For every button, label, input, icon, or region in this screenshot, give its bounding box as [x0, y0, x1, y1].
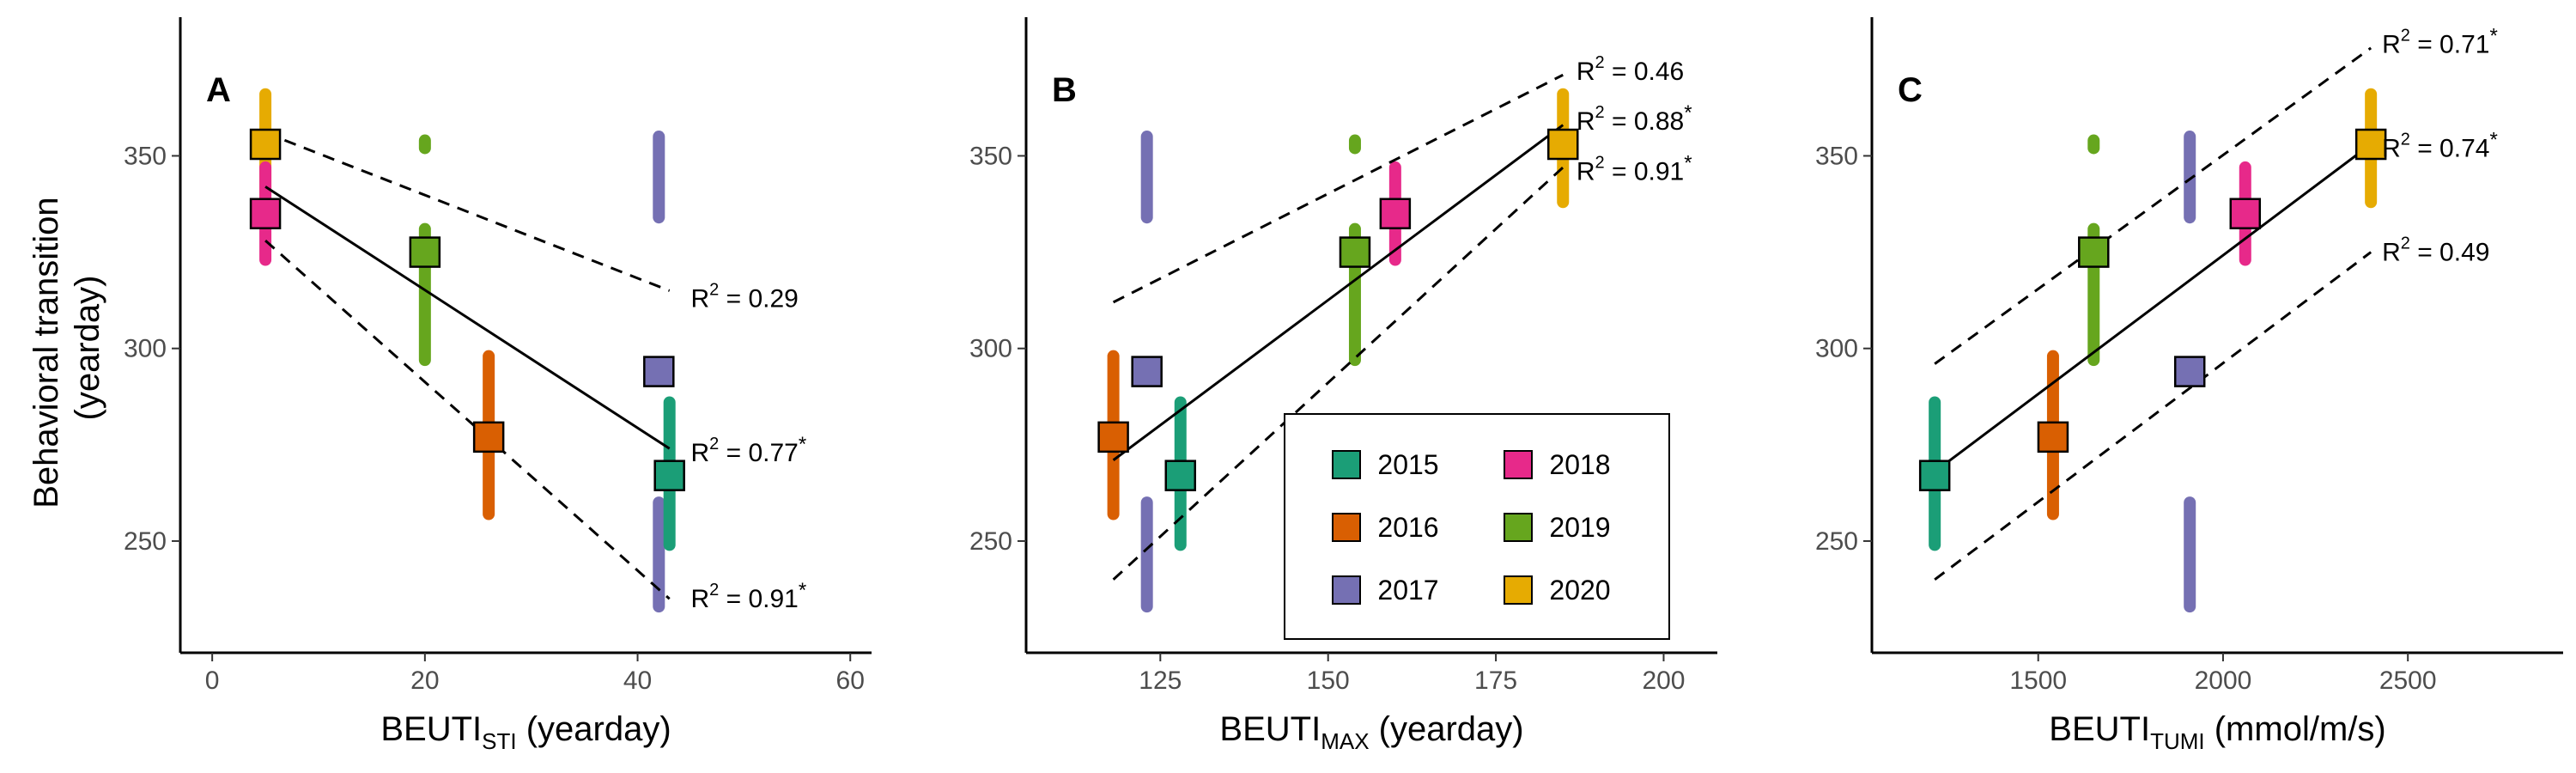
x-tick-label: 0 [205, 666, 220, 695]
panel-letter: B [1052, 71, 1077, 109]
mean-point-2015 [653, 460, 685, 491]
fit-line [264, 186, 671, 450]
x-tick-label: 1500 [2009, 666, 2067, 695]
x-tick-label: 200 [1642, 666, 1685, 695]
legend-label-2016: 2016 [1377, 512, 1438, 543]
y-tick-label: 300 [969, 335, 1012, 363]
y-tick-label: 350 [124, 142, 167, 170]
confidence-line [1934, 46, 2372, 365]
x-axis-title-unit: (mmol/m/s) [2205, 710, 2386, 748]
x-axis-title-main: BEUTI [2049, 710, 2150, 748]
mean-point-2020 [2354, 128, 2387, 161]
y-axis-title-line-1: Behavioral transition [27, 197, 65, 508]
x-tick-label: 60 [836, 666, 865, 695]
legend-label-2017: 2017 [1377, 575, 1438, 606]
r-squared-label: R2 = 0.88* [1577, 101, 1692, 136]
x-tick-label: 150 [1307, 666, 1350, 695]
panel-letter: A [206, 71, 231, 109]
mean-point-2015 [1164, 460, 1197, 491]
legend-key-2018 [1504, 450, 1533, 479]
legend-key-2017 [1332, 575, 1361, 605]
r-squared-label: R2 = 0.74* [2382, 128, 2498, 162]
confidence-line [1112, 73, 1564, 304]
mean-point-2016 [1097, 421, 1129, 453]
x-tick-label: 2500 [2379, 666, 2437, 695]
mean-point-2015 [1918, 460, 1951, 491]
legend-label-2015: 2015 [1377, 449, 1438, 480]
y-axis-title-line-2: (yearday) [69, 276, 106, 421]
mean-point-2018 [1379, 198, 1412, 229]
x-axis-title: BEUTITUMI (mmol/m/s) [2049, 710, 2385, 754]
legend-key-2015 [1332, 450, 1361, 479]
y-tick-label: 350 [1815, 142, 1858, 170]
mean-point-2018 [2229, 198, 2262, 229]
x-tick-label: 125 [1139, 666, 1182, 695]
r-squared-label: R2 = 0.71* [2382, 24, 2498, 58]
legend-label-2020: 2020 [1549, 575, 1610, 606]
legend-label-2019: 2019 [1549, 512, 1610, 543]
legend-key-2020 [1504, 575, 1533, 605]
confidence-line [264, 239, 671, 600]
mean-point-2017 [2173, 356, 2206, 387]
r-squared-label: R2 = 0.91* [690, 579, 806, 613]
x-tick-label: 2000 [2195, 666, 2252, 695]
x-axis-title: BEUTISTI (yearday) [380, 710, 671, 754]
legend-label-2018: 2018 [1549, 449, 1610, 480]
y-tick-label: 300 [124, 335, 167, 363]
panel-c: 250 300 350 1500 2000 2500 BEUTITUMI (mmol/m/s… [1815, 17, 2563, 754]
y-tick-label: 350 [969, 142, 1012, 170]
panel-a: 250 300 350 0 20 40 60 BEUTISTI (yearday) A R2 = … [124, 17, 872, 754]
legend-key-2016 [1332, 513, 1361, 542]
y-tick-label: 250 [1815, 527, 1858, 556]
y-tick-label: 250 [969, 527, 1012, 556]
y-tick-label: 250 [124, 527, 167, 556]
x-tick-label: 175 [1474, 666, 1517, 695]
r-squared-label: R2 = 0.91* [1577, 151, 1692, 186]
r-squared-label: R2 = 0.77* [690, 433, 806, 467]
mean-point-2019 [409, 236, 441, 268]
y-axis-title: Behavioral transition (yearday) [27, 187, 106, 508]
confidence-line [264, 131, 671, 292]
x-tick-label: 40 [623, 666, 652, 695]
mean-point-2020 [1546, 128, 1579, 161]
r-squared-label: R2 = 0.46 [1577, 53, 1684, 86]
mean-point-2016 [472, 421, 505, 453]
x-axis-title-main: BEUTI [1219, 710, 1321, 748]
fit-line [1112, 124, 1564, 461]
x-axis-title-subscript: TUMI [2150, 728, 2205, 754]
y-tick-label: 300 [1815, 335, 1858, 363]
r-squared-label: R2 = 0.49 [2382, 234, 2489, 267]
mean-point-2019 [2078, 236, 2110, 268]
x-axis-title: BEUTIMAX (yearday) [1219, 710, 1523, 754]
x-axis-title-unit: (yearday) [517, 710, 671, 748]
x-tick-label: 20 [410, 666, 439, 695]
mean-point-2017 [643, 356, 675, 387]
mean-point-2016 [2037, 421, 2069, 453]
mean-point-2017 [1131, 356, 1163, 387]
x-axis-title-main: BEUTI [380, 710, 482, 748]
x-axis-title-subscript: MAX [1321, 728, 1369, 754]
panel-letter: C [1898, 71, 1923, 109]
mean-point-2019 [1339, 236, 1371, 268]
x-axis-title-unit: (yearday) [1370, 710, 1524, 748]
legend: 2015 2018 2016 2019 2017 2020 [1284, 413, 1670, 640]
confidence-line [1934, 251, 2372, 581]
x-axis-title-subscript: STI [482, 728, 516, 754]
fit-line [1934, 143, 2372, 473]
mean-point-2020 [249, 128, 282, 161]
legend-key-2019 [1504, 513, 1533, 542]
r-squared-label: R2 = 0.29 [690, 280, 798, 313]
mean-point-2018 [249, 198, 282, 229]
